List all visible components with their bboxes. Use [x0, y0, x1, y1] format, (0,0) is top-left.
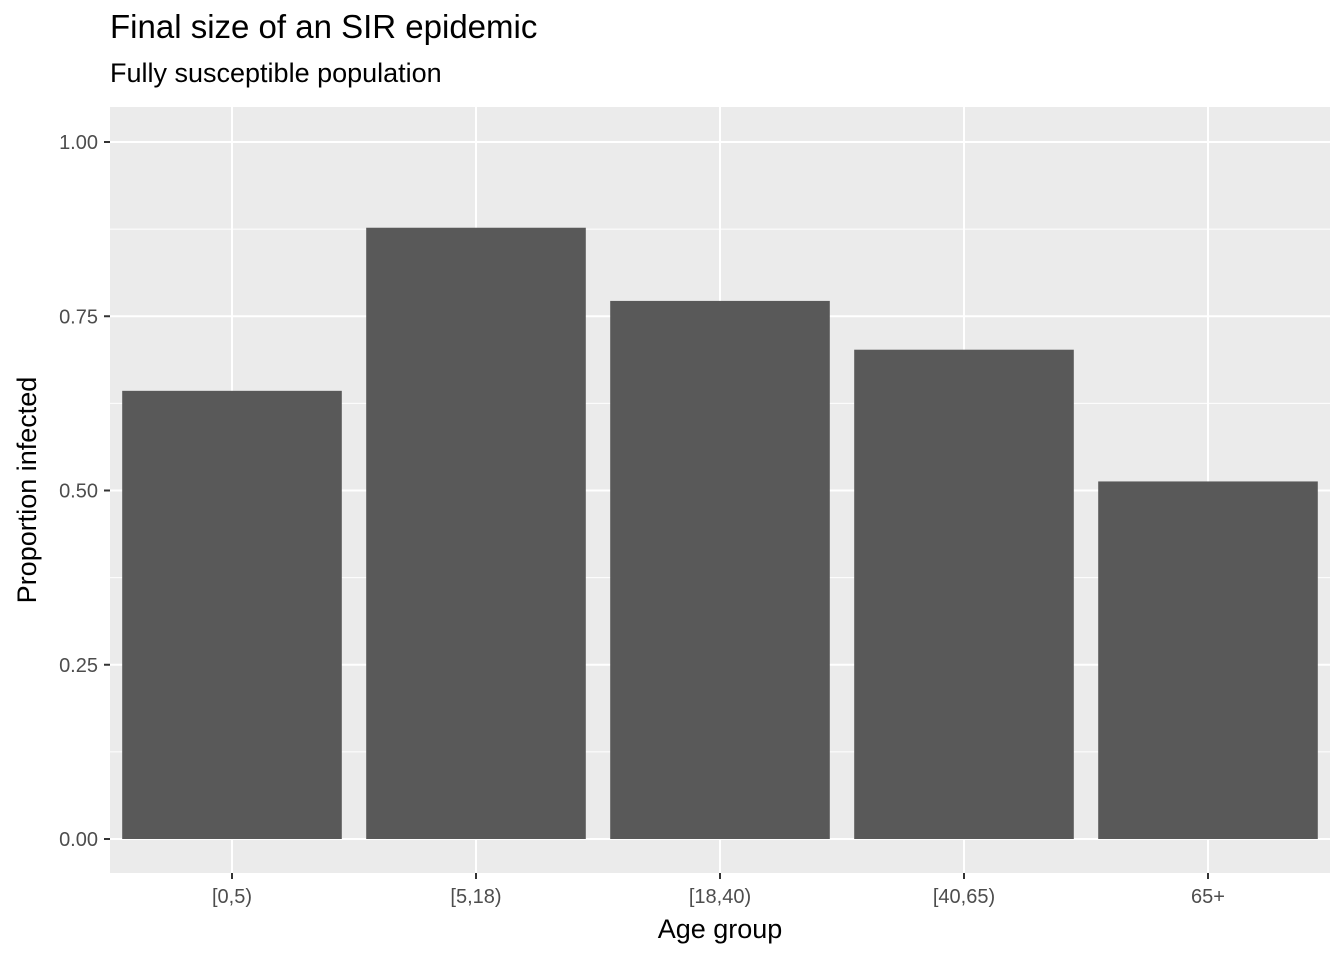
x-tick-label: [18,40): [689, 886, 751, 908]
bar-4: [854, 349, 1074, 839]
bar-2: [366, 227, 586, 839]
chart-title: Final size of an SIR epidemic: [110, 8, 538, 45]
x-tick-label: [40,65): [933, 886, 995, 908]
chart-subtitle: Fully susceptible population: [110, 58, 442, 88]
bar-5: [1098, 481, 1318, 839]
y-tick-label: 1.00: [59, 132, 98, 154]
y-axis-title: Proportion infected: [12, 377, 42, 604]
y-axis: 0.00 0.25 0.50 0.75 1.00: [59, 132, 110, 851]
y-tick-label: 0.75: [59, 306, 98, 328]
bars: [122, 227, 1318, 839]
x-axis: [0,5) [5,18) [18,40) [40,65) 65+: [212, 873, 1225, 908]
y-tick-label: 0.50: [59, 481, 98, 503]
x-tick-label: [0,5): [212, 886, 252, 908]
x-tick-label: 65+: [1191, 886, 1225, 908]
x-tick-label: [5,18): [450, 886, 501, 908]
bar-3: [610, 300, 830, 839]
bar-1: [122, 390, 342, 839]
y-tick-label: 0.25: [59, 655, 98, 677]
x-axis-title: Age group: [658, 914, 783, 944]
y-tick-label: 0.00: [59, 829, 98, 851]
